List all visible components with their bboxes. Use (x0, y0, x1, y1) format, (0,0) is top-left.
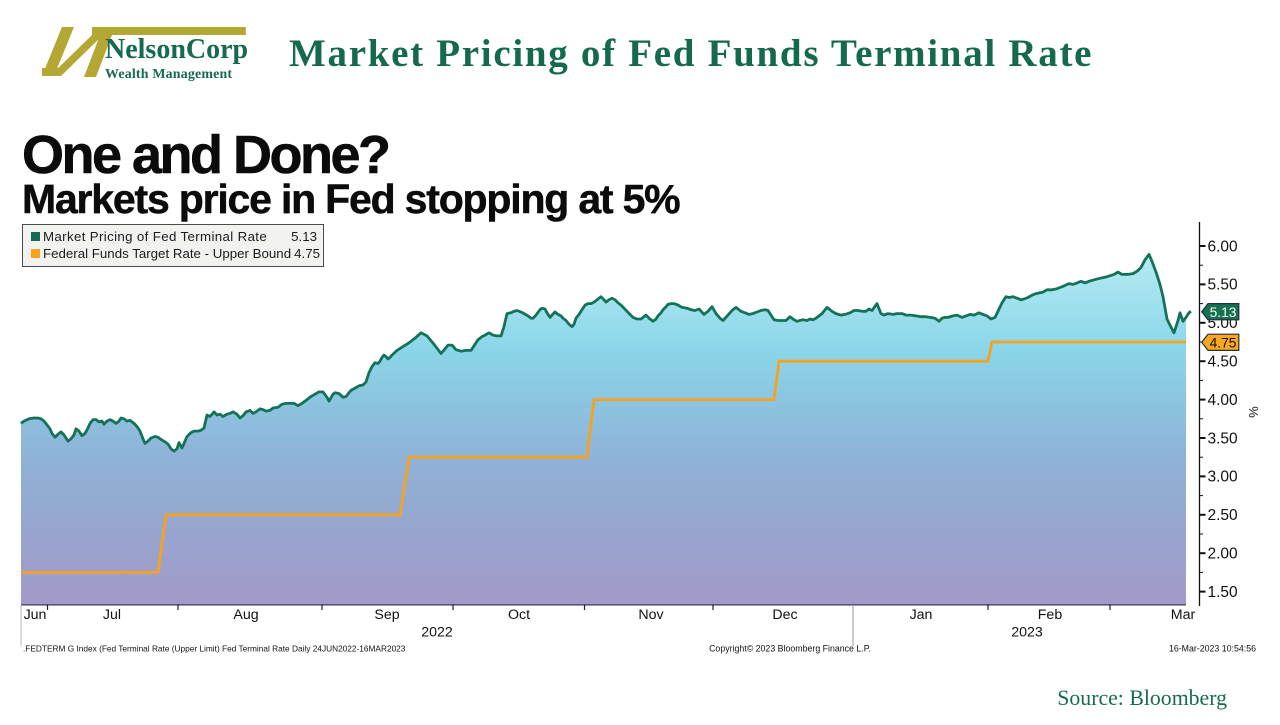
svg-text:4.00: 4.00 (1208, 392, 1239, 409)
svg-text:Jun: Jun (24, 607, 47, 623)
svg-text:1.50: 1.50 (1208, 584, 1239, 601)
svg-text:2.50: 2.50 (1208, 507, 1239, 524)
svg-text:Nov: Nov (638, 607, 664, 623)
svg-text:6.00: 6.00 (1208, 238, 1239, 255)
svg-text:4.50: 4.50 (1208, 354, 1239, 371)
svg-text:2.00: 2.00 (1208, 546, 1239, 563)
svg-text:2023: 2023 (1011, 625, 1043, 641)
svg-text:Aug: Aug (233, 607, 258, 623)
svg-text:5.50: 5.50 (1208, 277, 1239, 294)
svg-text:Feb: Feb (1038, 607, 1063, 623)
svg-text:5.13: 5.13 (1210, 305, 1237, 320)
svg-text:4.75: 4.75 (1210, 336, 1237, 351)
svg-text:Jan: Jan (910, 607, 933, 623)
svg-text:.FEDTERM G Index (Fed Terminal: .FEDTERM G Index (Fed Terminal Rate (Upp… (23, 644, 406, 654)
svg-text:3.50: 3.50 (1208, 430, 1239, 447)
svg-text:Oct: Oct (508, 607, 530, 623)
svg-text:16-Mar-2023 10:54:56: 16-Mar-2023 10:54:56 (1169, 644, 1256, 654)
svg-text:3.00: 3.00 (1208, 469, 1239, 486)
svg-text:2022: 2022 (421, 625, 453, 641)
svg-text:Jul: Jul (103, 607, 121, 623)
svg-text:Copyright© 2023 Bloomberg Fina: Copyright© 2023 Bloomberg Finance L.P. (709, 644, 871, 654)
svg-text:Dec: Dec (772, 607, 797, 623)
svg-text:Sep: Sep (374, 607, 399, 623)
svg-text:Mar: Mar (1171, 607, 1196, 623)
svg-text:%: % (1246, 406, 1261, 418)
